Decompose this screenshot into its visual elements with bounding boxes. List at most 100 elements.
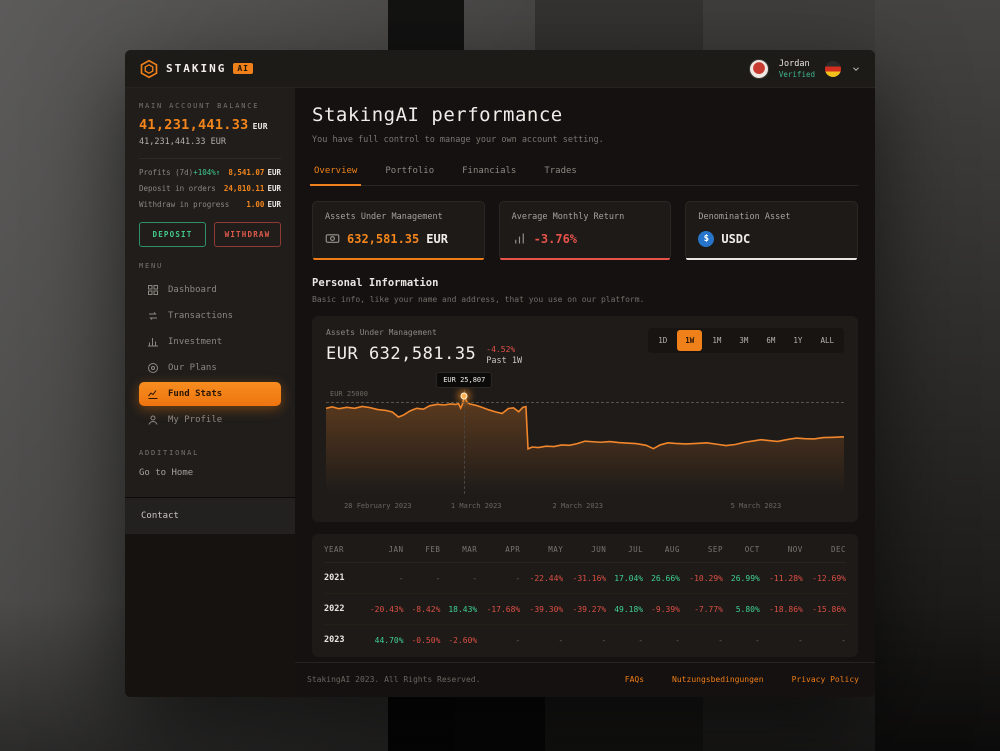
return-cell: -9.39% bbox=[643, 593, 680, 625]
footer-links: FAQs Nutzungsbedingungen Privacy Policy bbox=[625, 675, 859, 684]
tab-portfolio[interactable]: Portfolio bbox=[385, 166, 435, 176]
return-cell: - bbox=[515, 635, 521, 645]
sidebar-item-my-profile[interactable]: My Profile bbox=[139, 408, 281, 432]
table-header-jan: JAN bbox=[360, 536, 404, 563]
range-button-1d[interactable]: 1D bbox=[650, 330, 675, 351]
background-shape bbox=[875, 0, 1000, 751]
footer-link-faqs[interactable]: FAQs bbox=[624, 675, 645, 684]
menu-section-label: MENU bbox=[139, 262, 164, 270]
sidebar-item-label: Our Plans bbox=[168, 363, 217, 373]
chart-x-axis: 28 February 2023 1 March 2023 2 March 2023… bbox=[326, 498, 844, 516]
user-meta: Jordan Verified bbox=[779, 59, 815, 79]
sidebar-item-label: Transactions bbox=[168, 311, 234, 321]
profile-icon bbox=[148, 415, 158, 425]
return-cell: 26.66% bbox=[643, 562, 680, 594]
return-cell: - bbox=[440, 562, 478, 594]
table-header-mar: MAR bbox=[440, 536, 478, 563]
go-to-home-link[interactable]: Go to Home bbox=[139, 468, 194, 478]
stat-value: 1.00 bbox=[246, 200, 265, 209]
range-button-1m[interactable]: 1M bbox=[704, 330, 729, 351]
return-cell: - bbox=[675, 635, 680, 645]
highlight-point bbox=[460, 392, 468, 400]
sidebar-filler bbox=[125, 534, 295, 697]
footer: StakingAI 2023. All Rights Reserved. FAQ… bbox=[295, 662, 875, 697]
table-row-2021: 2021- - - - -22.44% -31.16% 17.04% 26.66% -10.29… bbox=[324, 562, 846, 594]
range-button-1w[interactable]: 1W bbox=[677, 330, 703, 351]
summary-cards: Assets Under Management 632,581.35 EUR A… bbox=[312, 201, 859, 260]
table-header-nov: NOV bbox=[759, 536, 803, 563]
year-cell: 2022 bbox=[324, 593, 361, 625]
table-header-aug: AUG bbox=[643, 536, 680, 563]
return-cell: 44.70% bbox=[374, 635, 404, 645]
card-value-currency: EUR bbox=[426, 231, 448, 246]
sidebar-item-transactions[interactable]: Transactions bbox=[139, 304, 281, 328]
sidebar-nav: Dashboard Transactions Investment Our Pl… bbox=[139, 278, 281, 432]
chevron-down-icon[interactable] bbox=[851, 64, 861, 74]
section-title: Personal Information bbox=[312, 277, 439, 289]
brand-logo[interactable]: STAKING AI bbox=[139, 59, 253, 79]
staking-logo-icon bbox=[140, 59, 158, 78]
footer-link-privacy-policy[interactable]: Privacy Policy bbox=[791, 675, 859, 684]
return-cell: -10.29% bbox=[679, 562, 723, 594]
dashboard-icon bbox=[148, 285, 158, 295]
table-header-jul: JUL bbox=[606, 536, 644, 563]
return-cell: - bbox=[755, 635, 760, 645]
card-assets-under-management: Assets Under Management 632,581.35 EUR bbox=[312, 201, 485, 260]
range-button-1y[interactable]: 1Y bbox=[785, 330, 810, 351]
sidebar-item-label: Dashboard bbox=[168, 285, 217, 295]
footer-link-nutzungsbedingungen[interactable]: Nutzungsbedingungen bbox=[672, 675, 764, 684]
table-header-sep: SEP bbox=[679, 536, 723, 563]
card-label: Denomination Asset bbox=[698, 212, 791, 222]
page-subtitle: You have full control to manage your own… bbox=[312, 135, 604, 145]
investment-icon bbox=[148, 338, 158, 347]
sidebar-item-dashboard[interactable]: Dashboard bbox=[139, 278, 281, 302]
x-axis-label: 5 March 2023 bbox=[730, 502, 782, 510]
table-row-2023: 2023 44.70% -0.50% -2.60% - - - - - - - - - bbox=[324, 625, 846, 656]
brand-name: STAKING bbox=[166, 62, 227, 75]
balance-amount: 41,231,441.33 bbox=[139, 117, 249, 133]
return-cell: -8.42% bbox=[403, 593, 441, 625]
deposit-button[interactable]: DEPOSIT bbox=[139, 222, 206, 247]
return-cell: - bbox=[798, 635, 803, 645]
tab-overview[interactable]: Overview bbox=[309, 160, 362, 186]
sidebar-item-investment[interactable]: Investment bbox=[139, 330, 281, 354]
sidebar-item-fund-stats[interactable]: Fund Stats bbox=[139, 382, 281, 406]
contact-link[interactable]: Contact bbox=[125, 497, 295, 534]
sidebar-item-our-plans[interactable]: Our Plans bbox=[139, 356, 281, 380]
chart-change: -4.52% bbox=[486, 345, 516, 354]
chart-canvas bbox=[326, 390, 844, 494]
range-button-all[interactable]: ALL bbox=[812, 330, 842, 351]
time-range-selector: 1D 1W 1M 3M 6M 1Y ALL bbox=[648, 328, 844, 353]
bar-chart-icon bbox=[514, 233, 524, 244]
user-menu[interactable]: Jordan Verified bbox=[748, 58, 861, 79]
return-cell: - bbox=[718, 635, 723, 645]
app-window: STAKING AI Jordan Verified MAIN ACCOUNT … bbox=[125, 50, 875, 697]
card-average-monthly-return: Average Monthly Return -3.76% bbox=[498, 201, 672, 260]
chart-label: Assets Under Management bbox=[326, 328, 437, 337]
stat-currency: EUR bbox=[267, 184, 281, 193]
stat-currency: EUR bbox=[267, 168, 281, 177]
tab-financials[interactable]: Financials bbox=[462, 166, 517, 176]
main-content: StakingAI performance You have full cont… bbox=[295, 88, 875, 697]
language-flag-de-icon[interactable] bbox=[825, 60, 841, 77]
sidebar-main: MAIN ACCOUNT BALANCE 41,231,441.33 EUR 41… bbox=[125, 88, 295, 497]
tab-trades[interactable]: Trades bbox=[544, 166, 577, 176]
avatar[interactable] bbox=[748, 58, 769, 79]
return-cell: -18.86% bbox=[759, 593, 803, 625]
return-cell: -12.69% bbox=[802, 562, 846, 594]
balance-secondary: 41,231,441.33 EUR bbox=[139, 137, 226, 147]
stat-row-deposit: Deposit in orders 24,810.11 EUR bbox=[139, 184, 281, 193]
return-cell: -7.77% bbox=[679, 593, 723, 625]
aum-line-chart[interactable]: EUR 25000 EUR 25,807 bbox=[326, 372, 844, 494]
table-header-feb: FEB bbox=[403, 536, 441, 563]
range-button-6m[interactable]: 6M bbox=[758, 330, 783, 351]
monthly-returns-table-card: YEAR JAN FEB MAR APR MAY JUN JUL AUG SEP OCT NOV DEC… bbox=[312, 534, 858, 657]
table-header-dec: DEC bbox=[802, 536, 846, 563]
chart-value: EUR 632,581.35 bbox=[326, 344, 477, 364]
transactions-icon bbox=[149, 312, 157, 320]
withdraw-button[interactable]: WITHDRAW bbox=[214, 222, 281, 247]
return-cell: -39.30% bbox=[520, 593, 564, 625]
balance-label: MAIN ACCOUNT BALANCE bbox=[139, 102, 260, 110]
range-button-3m[interactable]: 3M bbox=[731, 330, 756, 351]
stat-delta: +104%↑ bbox=[193, 168, 221, 177]
